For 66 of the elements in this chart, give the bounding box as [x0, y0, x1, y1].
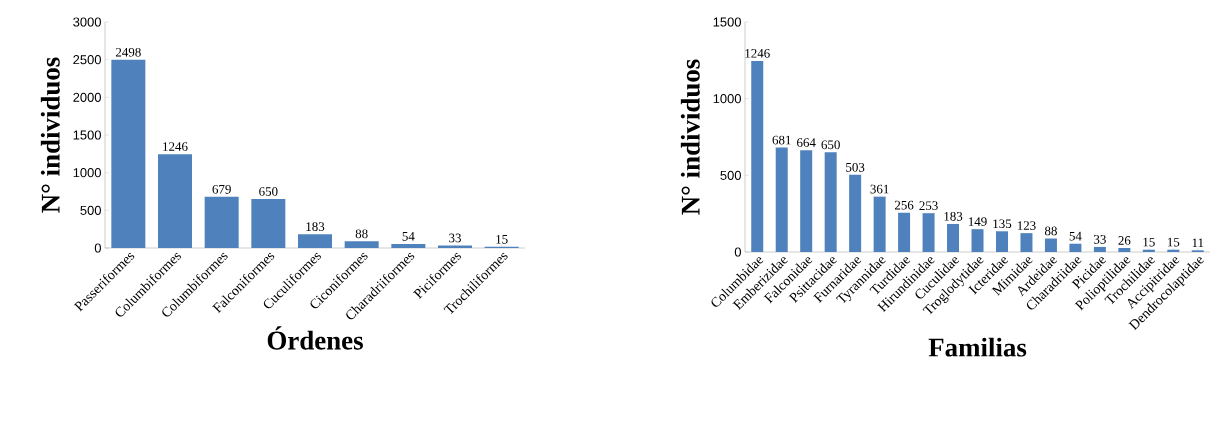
data-label: 149 — [968, 217, 987, 226]
data-label: 361 — [870, 184, 889, 194]
y-tick-label: 1000 — [713, 94, 741, 104]
bar — [1118, 248, 1131, 252]
bar — [1044, 238, 1057, 252]
data-label: 15 — [1143, 237, 1155, 247]
x-axis-title: Órdenes — [267, 326, 363, 350]
data-label: 1246 — [745, 49, 770, 58]
y-tick-label: 2500 — [73, 55, 101, 65]
data-label: 33 — [1094, 235, 1106, 244]
bar — [995, 231, 1008, 252]
bar — [824, 152, 837, 252]
data-label: 15 — [1167, 237, 1180, 247]
bar — [1069, 243, 1082, 252]
bar — [204, 196, 239, 248]
data-label: 183 — [944, 212, 963, 221]
data-label: 2498 — [115, 47, 141, 57]
y-axis-title: N° individuos — [680, 59, 700, 215]
data-label: 503 — [846, 162, 865, 172]
data-label: 253 — [919, 201, 938, 211]
y-tick-label: 500 — [80, 205, 101, 215]
y-tick-label: 500 — [720, 170, 741, 180]
bar — [1093, 246, 1106, 252]
y-axis-title: N° individuos — [40, 57, 60, 213]
data-label: 11 — [1192, 238, 1204, 248]
data-label: 54 — [1069, 231, 1082, 241]
bar — [849, 174, 862, 252]
x-axis-title: Familias — [928, 337, 1027, 357]
bar — [298, 234, 332, 248]
data-label: 26 — [1118, 236, 1131, 245]
data-label: 1246 — [163, 142, 188, 151]
data-label: 88 — [355, 229, 368, 239]
y-tick-label: 1000 — [73, 168, 101, 178]
bar — [800, 150, 813, 252]
bar — [898, 212, 911, 252]
bar — [947, 223, 960, 252]
data-label: 54 — [402, 232, 415, 241]
bar — [391, 243, 426, 248]
data-label: 183 — [306, 222, 325, 232]
data-label: 664 — [797, 138, 816, 147]
y-tick-label: 2000 — [73, 92, 101, 102]
y-tick-label: 0 — [734, 247, 741, 257]
data-label: 123 — [1017, 221, 1036, 230]
y-tick-label: 3000 — [73, 17, 101, 27]
y-tick-label: 0 — [94, 243, 101, 253]
bar — [158, 154, 192, 248]
data-label: 681 — [772, 135, 791, 145]
bar — [873, 196, 886, 252]
bar — [922, 213, 935, 252]
data-label: 33 — [449, 233, 461, 243]
y-tick-label: 1500 — [73, 130, 101, 140]
y-tick-label: 1500 — [713, 17, 741, 27]
data-label: 256 — [894, 200, 914, 210]
data-label: 88 — [1044, 226, 1057, 236]
data-label: 679 — [212, 184, 231, 194]
bar — [775, 147, 788, 252]
bar — [111, 59, 146, 248]
bar — [1020, 233, 1033, 252]
bar — [251, 199, 286, 248]
data-label: 15 — [496, 235, 508, 244]
bar — [344, 241, 379, 248]
data-label: 135 — [993, 219, 1012, 229]
bar — [971, 229, 984, 252]
data-label: 650 — [259, 187, 278, 196]
data-label: 650 — [821, 140, 840, 150]
bar — [751, 60, 764, 252]
